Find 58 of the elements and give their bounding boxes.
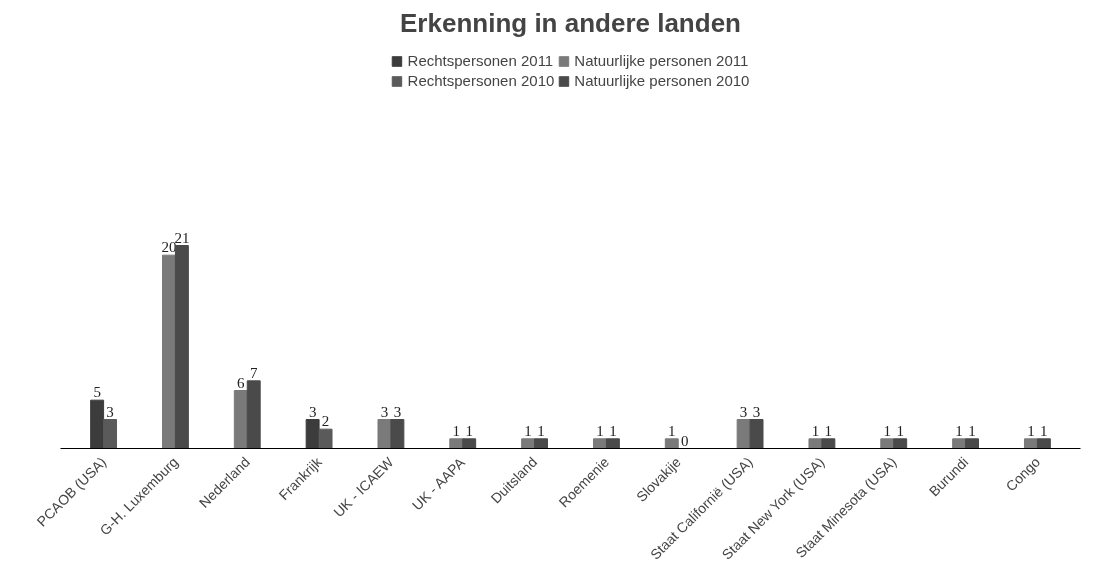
legend-label: Natuurlijke personen 2010 — [574, 72, 750, 89]
data-label: 3 — [380, 403, 389, 420]
bar — [318, 428, 333, 449]
bar — [90, 399, 105, 449]
bar — [664, 438, 679, 449]
bar — [462, 438, 477, 449]
bar — [103, 419, 118, 449]
bar — [808, 438, 823, 449]
data-label: 1 — [452, 422, 461, 439]
bar — [605, 438, 620, 449]
legend-label: Natuurlijke personen 2011 — [574, 52, 749, 69]
data-label: 1 — [968, 422, 976, 439]
data-label: 1 — [896, 422, 904, 439]
data-label: 3 — [393, 403, 402, 420]
data-label: 1 — [609, 422, 617, 439]
data-label: 1 — [465, 422, 473, 439]
data-label: 2 — [321, 413, 330, 430]
bar — [174, 245, 189, 449]
data-label: 1 — [596, 422, 604, 439]
legend-label: Rechtspersonen 2011 — [407, 52, 554, 69]
bar — [390, 419, 405, 449]
data-label: 7 — [249, 364, 258, 381]
data-label: 0 — [680, 432, 689, 449]
bar — [749, 419, 764, 449]
bar — [952, 438, 967, 449]
data-label: 3 — [106, 403, 114, 420]
bar — [534, 438, 549, 449]
data-label: 6 — [237, 374, 246, 391]
data-label: 1 — [824, 422, 833, 439]
bar — [305, 419, 320, 449]
data-label: 3 — [752, 403, 761, 420]
bar — [246, 380, 261, 449]
data-label: 1 — [811, 422, 820, 439]
bar — [377, 419, 392, 449]
bar — [162, 254, 176, 449]
bar — [449, 438, 464, 449]
data-label: 1 — [1040, 422, 1048, 439]
data-label: 1 — [883, 422, 892, 439]
bar — [592, 438, 607, 449]
bar — [965, 438, 979, 449]
chart-title: Erkenning in andere landen — [400, 7, 741, 38]
data-label: 1 — [668, 422, 676, 439]
data-label: 5 — [93, 384, 101, 401]
bar — [1023, 438, 1038, 449]
bar — [736, 419, 751, 449]
bar — [233, 390, 248, 449]
data-label: 1 — [524, 422, 532, 439]
bar — [893, 438, 908, 449]
bar — [521, 438, 536, 449]
bar — [1036, 438, 1051, 449]
data-label: 1 — [1027, 422, 1035, 439]
bar — [880, 438, 895, 449]
bar — [821, 438, 836, 449]
data-label: 3 — [308, 403, 317, 420]
data-label: 3 — [739, 403, 748, 420]
data-label: 1 — [955, 422, 963, 439]
legend-label: Rechtspersonen 2010 — [407, 72, 555, 89]
data-label: 1 — [537, 422, 545, 439]
